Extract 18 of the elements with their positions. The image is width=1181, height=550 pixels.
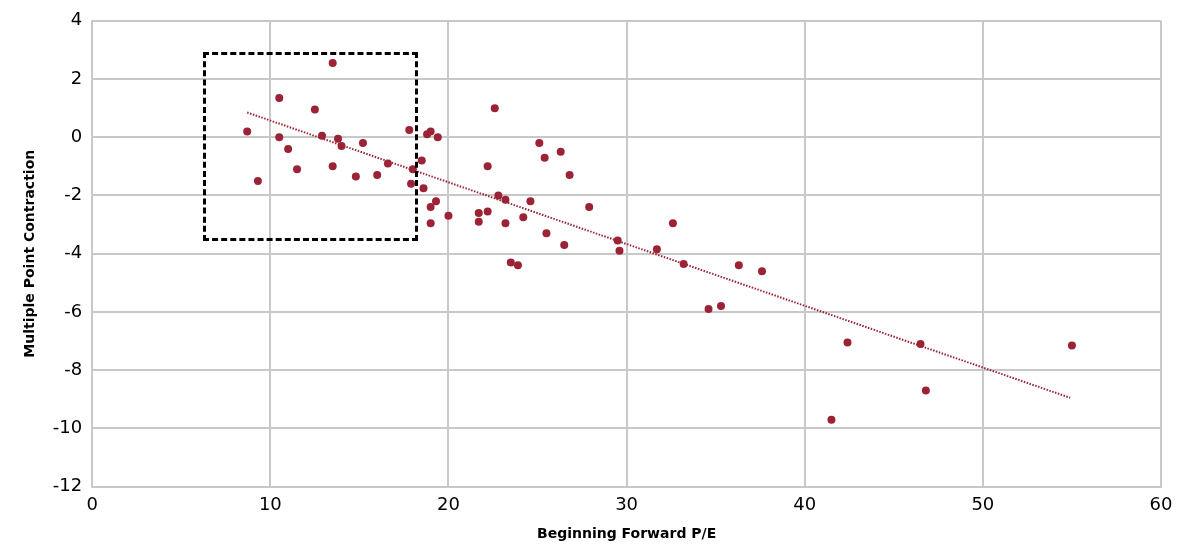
x-tick-label: 40 [793, 493, 817, 515]
y-tick-label: -2 [64, 183, 83, 205]
y-tick-label: 2 [70, 66, 83, 88]
y-tick-label: 0 [70, 124, 83, 146]
y-axis-title: Multiple Point Contraction [21, 149, 38, 358]
x-axis-title: Beginning Forward P/E [536, 525, 717, 542]
x-tick-label: 60 [1149, 493, 1173, 515]
y-tick-label: 4 [70, 8, 83, 30]
y-tick-label: -8 [64, 357, 83, 379]
y-tick-label: -12 [52, 474, 83, 496]
x-tick-label: 30 [615, 493, 639, 515]
x-tick-label: 10 [258, 493, 282, 515]
y-tick-label: -6 [64, 299, 83, 321]
x-tick-label: 0 [86, 493, 98, 515]
y-tick-label: -10 [52, 416, 83, 438]
x-tick-label: 20 [437, 493, 460, 515]
x-tick-label: 50 [971, 493, 995, 515]
y-tick-label: -4 [64, 241, 83, 263]
